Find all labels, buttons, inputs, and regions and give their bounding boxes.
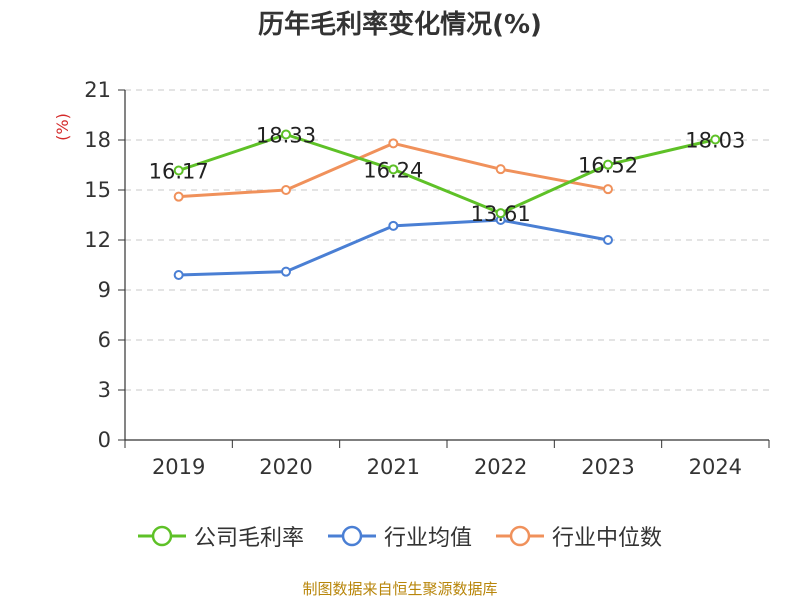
x-tick-label: 2024	[689, 455, 742, 479]
data-point	[603, 235, 613, 245]
data-label: 16.52	[578, 154, 638, 178]
y-tick-label: 12	[84, 228, 111, 252]
legend-marker-industry-median	[496, 525, 544, 547]
x-tick-label: 2019	[152, 455, 205, 479]
legend-item-company[interactable]: 公司毛利率	[137, 520, 304, 552]
y-tick-label: 3	[98, 378, 111, 402]
data-point	[603, 184, 613, 195]
data-point	[281, 129, 291, 140]
y-tick-label: 15	[84, 178, 111, 202]
y-tick-label: 6	[98, 328, 111, 352]
line-chart: 0 3 6 9 12 15 18 21 2019 2020 2021 2022 2023 2024 (%) 1…	[53, 78, 770, 479]
data-label: 13.61	[471, 202, 531, 226]
data-point	[603, 159, 613, 170]
data-point	[281, 266, 291, 277]
data-point	[495, 208, 506, 219]
y-tick-label: 0	[98, 428, 111, 452]
source-note: 制图数据来自恒生聚源数据库	[302, 580, 498, 598]
y-tick-label: 18	[84, 128, 111, 152]
legend-marker-company	[137, 525, 186, 547]
data-point	[173, 165, 184, 176]
series-line-0	[178, 133, 716, 215]
x-tick-label: 2021	[367, 455, 420, 479]
legend-label-company: 公司毛利率	[193, 526, 304, 551]
y-axis-label: (%)	[53, 113, 72, 141]
x-tick-label: 2022	[474, 455, 527, 479]
data-point	[281, 185, 291, 195]
legend-label-industry-median: 行业中位数	[552, 526, 663, 551]
legend-marker-industry-mean	[327, 525, 376, 547]
legend-item-industry-mean[interactable]: 行业均值	[327, 520, 472, 552]
chart-title: 历年毛利率变化情况(%)	[258, 10, 542, 40]
legend-label-industry-mean: 行业均值	[383, 526, 472, 551]
data-point	[495, 164, 506, 175]
data-point	[388, 138, 399, 149]
y-tick-label: 9	[98, 278, 111, 302]
data-label: 16.24	[363, 158, 423, 182]
data-point	[388, 164, 399, 175]
x-tick-label: 2020	[259, 455, 312, 479]
data-point	[388, 220, 399, 231]
data-label: 18.03	[685, 129, 745, 153]
data-point	[710, 134, 721, 145]
data-point	[173, 191, 184, 202]
data-label: 16.17	[149, 160, 209, 184]
x-tick-label: 2023	[581, 455, 634, 479]
legend: 公司毛利率 行业均值 行业中位数	[0, 520, 800, 552]
legend-item-industry-median[interactable]: 行业中位数	[496, 520, 662, 552]
data-point	[173, 270, 184, 280]
data-label: 18.33	[256, 124, 316, 148]
y-tick-label: 21	[84, 78, 111, 102]
